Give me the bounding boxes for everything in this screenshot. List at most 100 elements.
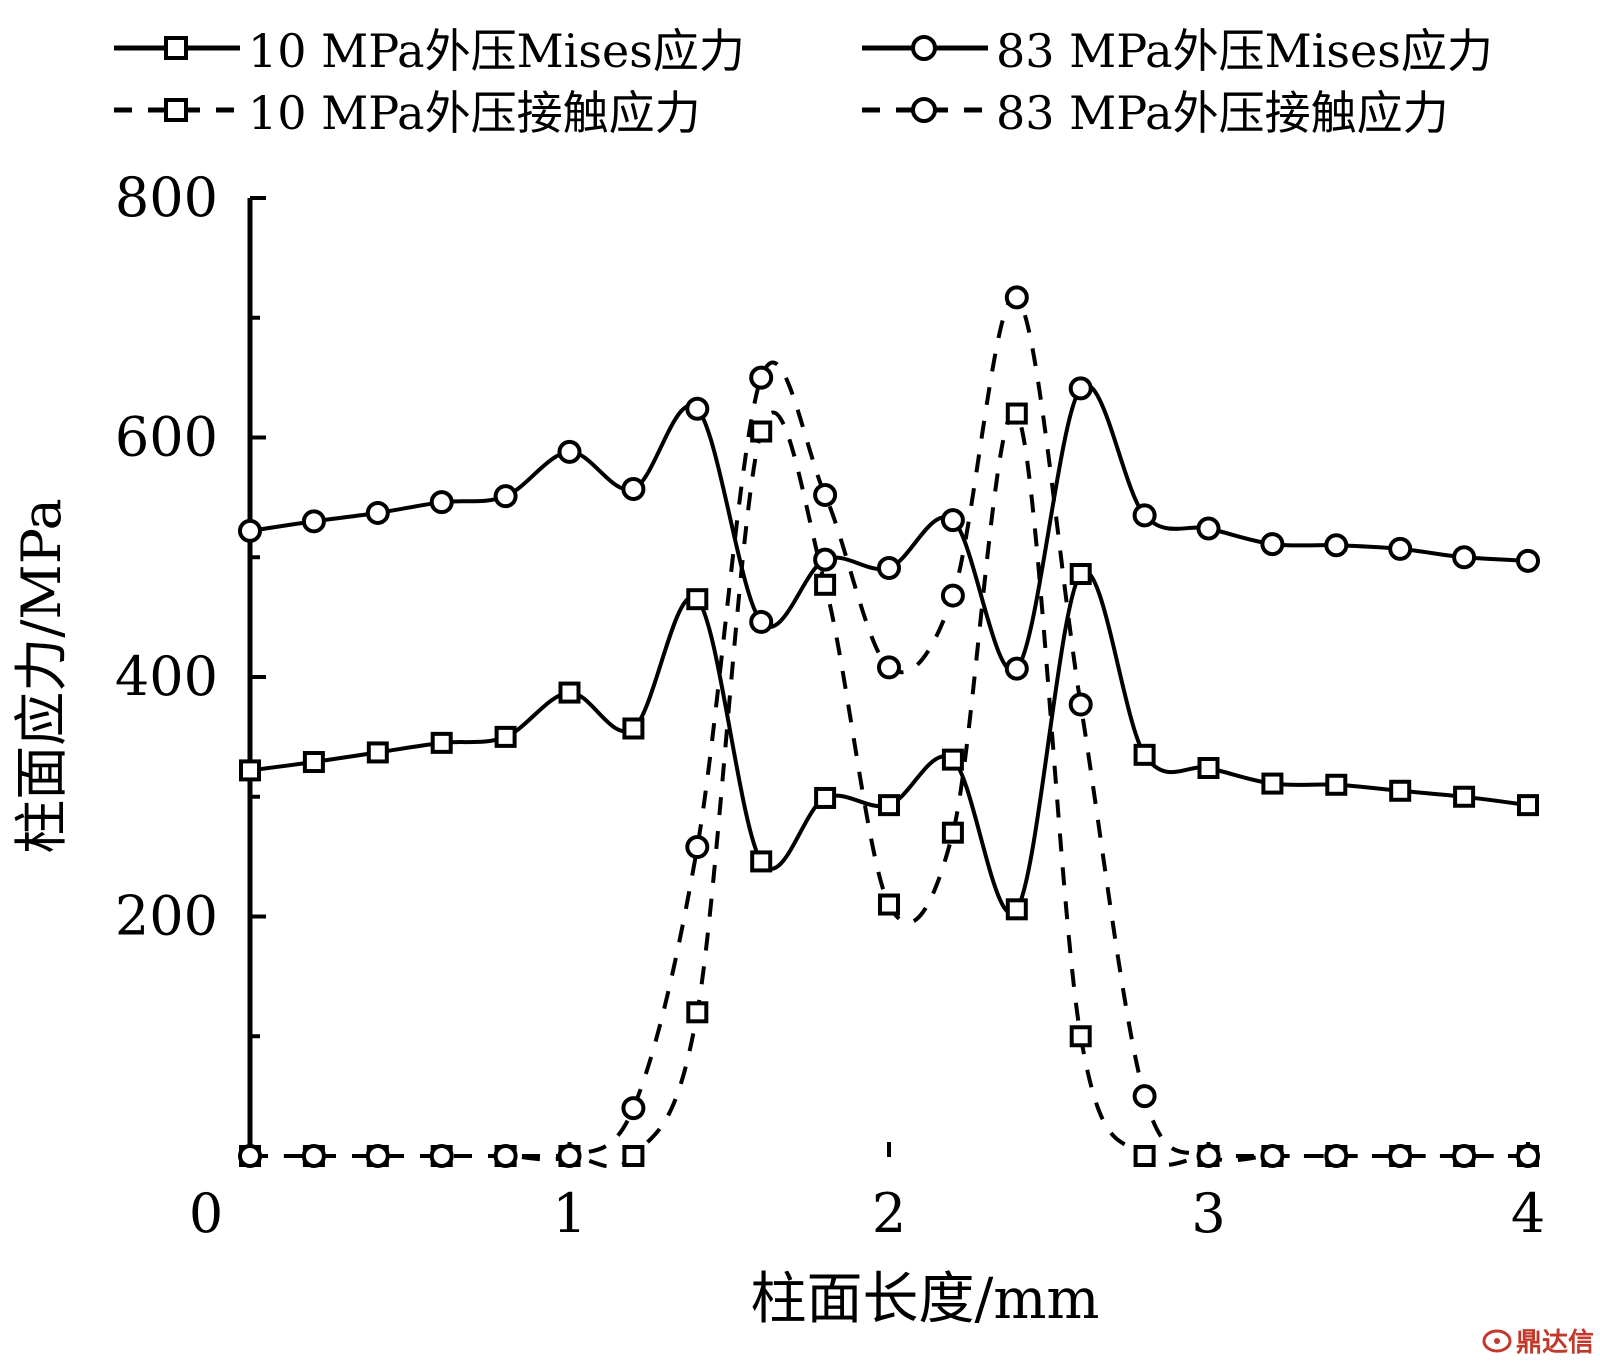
x-tick-label: 4 [1511, 1182, 1545, 1245]
data-point [1005, 402, 1028, 425]
data-point [941, 821, 964, 844]
data-point [814, 786, 837, 809]
data-point [366, 741, 389, 764]
data-point [1133, 1145, 1156, 1167]
data-point [1452, 545, 1477, 570]
data-point [238, 1144, 262, 1168]
data-point [1516, 1144, 1540, 1168]
data-point [686, 1001, 709, 1024]
data-point [941, 748, 964, 771]
data-point [1324, 1144, 1349, 1168]
data-point [750, 850, 773, 873]
data-point [814, 573, 837, 596]
y-axis-label: 柱面应力/MPa [10, 498, 73, 854]
data-point [430, 731, 453, 754]
legend-label: 83 MPa外压Mises应力 [996, 24, 1493, 78]
data-point [429, 490, 454, 515]
watermark: 鼎达信 [1482, 1322, 1594, 1359]
data-point [1517, 794, 1539, 817]
legend-item-83mpa-mises: 83 MPa外压Mises应力 [860, 18, 1493, 78]
data-point [1132, 1084, 1157, 1109]
data-point [493, 484, 518, 509]
x-tick-label: 1 [552, 1182, 586, 1245]
data-point [558, 681, 581, 704]
data-point [1197, 757, 1220, 780]
data-point [1325, 773, 1348, 796]
legend-label: 10 MPa外压Mises应力 [248, 24, 745, 78]
data-point [1389, 779, 1412, 802]
data-point [1004, 656, 1029, 681]
data-point [1324, 533, 1349, 558]
legend-item-10mpa-mises: 10 MPa外压Mises应力 [112, 18, 745, 78]
series-2 [249, 383, 1529, 673]
data-point [365, 500, 390, 525]
y-tick-label: 400 [115, 645, 218, 708]
data-point [1388, 536, 1413, 561]
legend-label: 10 MPa外压接触应力 [248, 86, 701, 140]
legend-swatch-solid-square [114, 36, 240, 60]
data-point [1069, 563, 1092, 586]
data-point [940, 583, 965, 608]
data-point [686, 588, 709, 611]
data-point [1068, 376, 1093, 401]
data-point [1133, 743, 1156, 766]
data-point [685, 835, 710, 860]
data-point [1261, 772, 1284, 795]
x-tick-label: 2 [872, 1182, 906, 1245]
data-point [365, 1144, 390, 1168]
data-point [621, 476, 646, 501]
data-point [622, 1145, 645, 1167]
y-tick-label: 800 [115, 166, 218, 229]
data-point [557, 439, 582, 464]
data-point [301, 509, 326, 534]
data-point [239, 759, 261, 782]
watermark-logo-icon [1482, 1329, 1512, 1352]
series-line [250, 294, 1528, 1163]
data-point [1004, 285, 1029, 310]
data-point [238, 518, 262, 543]
x-tick-label: 0 [189, 1182, 223, 1245]
x-axis-label: 柱面长度/mm [750, 1267, 1099, 1332]
series-layer [238, 285, 1540, 1169]
data-point [877, 655, 901, 680]
data-point [301, 1144, 326, 1168]
data-point [557, 1144, 582, 1168]
series-2-markers [238, 376, 1540, 681]
series-4 [250, 294, 1528, 1163]
data-point [940, 508, 965, 533]
legend-swatch-solid-circle [862, 35, 988, 61]
legend-swatch-dashed-square [114, 98, 240, 122]
data-point [813, 482, 838, 507]
data-point [877, 556, 901, 581]
data-point [1069, 1025, 1092, 1048]
data-point [878, 893, 900, 916]
data-point [429, 1144, 454, 1168]
data-point [1388, 1144, 1413, 1168]
series-line [249, 383, 1529, 673]
y-tick-label: 600 [115, 406, 218, 469]
watermark-text: 鼎达信 [1515, 1328, 1594, 1358]
data-point [750, 420, 773, 443]
legend-label: 83 MPa外压接触应力 [996, 86, 1449, 140]
data-point [1516, 548, 1540, 573]
series-4-markers [238, 285, 1540, 1168]
legend-item-10mpa-contact: 10 MPa外压接触应力 [112, 80, 701, 140]
legend-item-83mpa-contact: 83 MPa外压接触应力 [860, 80, 1449, 140]
data-point [493, 1144, 518, 1168]
data-point [1452, 1144, 1477, 1168]
data-point [494, 725, 517, 748]
data-point [813, 547, 838, 572]
tick-labels: 200 400 600 800 0 1 2 3 4 [115, 166, 1545, 1245]
data-point [749, 609, 774, 634]
data-point [622, 717, 645, 740]
data-point [749, 365, 774, 390]
legend-swatch-dashed-circle [862, 97, 988, 123]
data-point [1260, 1144, 1285, 1168]
data-point [1005, 898, 1028, 921]
data-point [1132, 503, 1157, 528]
data-point [685, 396, 710, 421]
data-point [302, 751, 325, 774]
data-point [1260, 532, 1285, 557]
data-point [878, 794, 900, 817]
data-point [1068, 692, 1093, 717]
